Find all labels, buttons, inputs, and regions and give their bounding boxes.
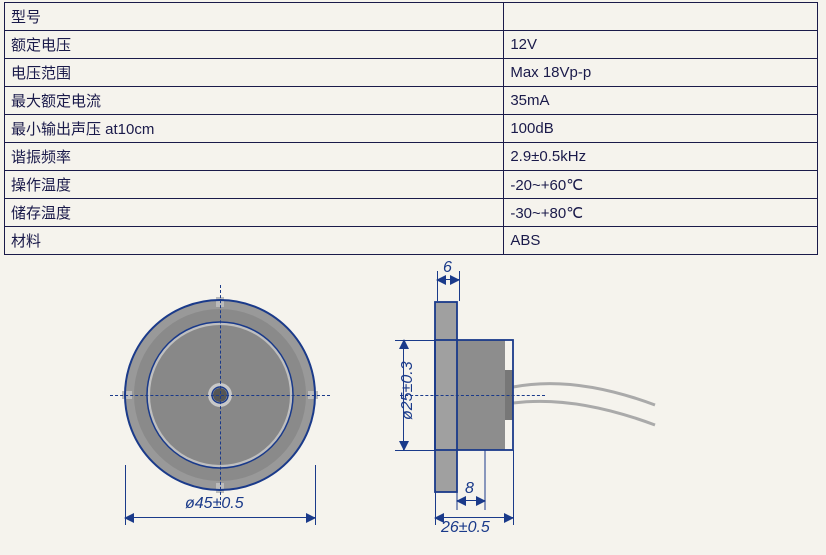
table-row: 额定电压 12V: [5, 31, 818, 59]
dim-flange-thickness: 6: [443, 259, 452, 277]
spec-value: ABS: [504, 227, 818, 255]
table-row: 最大额定电流 35mA: [5, 87, 818, 115]
spec-value: 2.9±0.5kHz: [504, 143, 818, 171]
table-row: 最小输出声压 at10cm 100dB: [5, 115, 818, 143]
spec-value: -30~+80℃: [504, 199, 818, 227]
side-view: [405, 285, 665, 525]
spec-value: 12V: [504, 31, 818, 59]
table-row: 型号: [5, 3, 818, 31]
spec-label: 型号: [5, 3, 504, 31]
table-row: 电压范围 Max 18Vp-p: [5, 59, 818, 87]
spec-table: 型号 额定电压 12V 电压范围 Max 18Vp-p 最大额定电流 35mA …: [4, 2, 818, 255]
dim-body-diameter: ø25±0.3: [399, 361, 417, 420]
spec-label: 电压范围: [5, 59, 504, 87]
dim-outer-diameter: ø45±0.5: [185, 495, 244, 513]
dim-body-width: 26±0.5: [441, 519, 490, 537]
spec-label: 最小输出声压 at10cm: [5, 115, 504, 143]
mechanical-drawing: ø45±0.5 6 ø25±0.3 8 26±0.5: [0, 265, 826, 555]
spec-label: 储存温度: [5, 199, 504, 227]
spec-label: 谐振频率: [5, 143, 504, 171]
spec-label: 最大额定电流: [5, 87, 504, 115]
table-row: 谐振频率 2.9±0.5kHz: [5, 143, 818, 171]
spec-value: -20~+60℃: [504, 171, 818, 199]
table-row: 操作温度 -20~+60℃: [5, 171, 818, 199]
spec-value: 35mA: [504, 87, 818, 115]
spec-table-body: 型号 额定电压 12V 电压范围 Max 18Vp-p 最大额定电流 35mA …: [5, 3, 818, 255]
table-row: 储存温度 -30~+80℃: [5, 199, 818, 227]
table-row: 材料 ABS: [5, 227, 818, 255]
spec-label: 操作温度: [5, 171, 504, 199]
spec-label: 材料: [5, 227, 504, 255]
spec-value: 100dB: [504, 115, 818, 143]
dim-mounting-tab: 8: [465, 480, 474, 498]
spec-label: 额定电压: [5, 31, 504, 59]
spec-value: Max 18Vp-p: [504, 59, 818, 87]
spec-value: [504, 3, 818, 31]
